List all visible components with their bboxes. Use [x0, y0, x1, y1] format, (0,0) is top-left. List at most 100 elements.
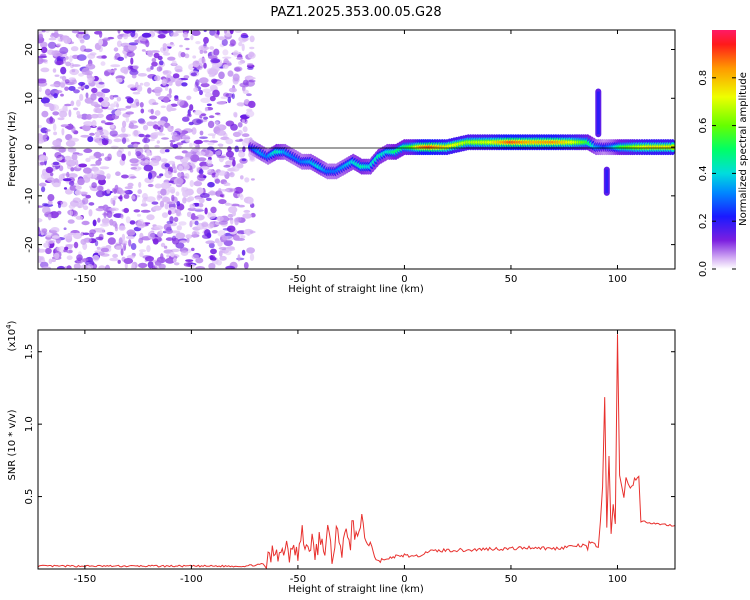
noise-cell	[173, 216, 179, 222]
noise-cell	[158, 263, 166, 269]
noise-cell	[76, 254, 83, 261]
noise-cell	[117, 34, 123, 40]
noise-cell	[87, 77, 93, 84]
noise-cell	[223, 164, 231, 168]
noise-cell	[38, 205, 44, 208]
y-tick-label: 20	[24, 43, 35, 56]
noise-cell	[154, 110, 161, 116]
noise-cell	[193, 180, 203, 187]
noise-cell	[130, 141, 141, 145]
noise-cell	[113, 68, 117, 71]
noise-cell	[71, 30, 80, 34]
noise-cell	[185, 234, 193, 239]
noise-cell	[200, 113, 207, 117]
noise-cell	[154, 30, 158, 33]
noise-cell	[92, 172, 98, 179]
noise-cell	[128, 239, 132, 247]
noise-cell	[159, 60, 164, 66]
noise-cell	[71, 64, 81, 67]
noise-cell	[168, 160, 176, 165]
noise-cell	[246, 230, 251, 236]
noise-cell	[174, 97, 179, 101]
noise-cell	[110, 64, 121, 68]
noise-cell	[151, 155, 161, 163]
noise-cell	[226, 150, 234, 158]
noise-cell	[40, 41, 48, 48]
noise-cell	[103, 211, 107, 219]
noise-cell	[201, 221, 209, 228]
noise-cell	[198, 169, 204, 175]
noise-cell	[84, 84, 90, 90]
noise-cell	[127, 182, 134, 188]
noise-cell	[39, 161, 45, 166]
noise-cell	[132, 65, 139, 70]
y-tick-label: 1.0	[24, 416, 35, 432]
noise-cell	[91, 182, 97, 189]
noise-cell	[81, 220, 90, 226]
x-tick-label: -150	[74, 574, 97, 585]
noise-cell	[113, 47, 119, 52]
noise-cell	[120, 213, 124, 219]
noise-cell	[216, 155, 226, 159]
snr-multiplier-exponent: 4	[5, 324, 13, 329]
noise-cell	[41, 30, 46, 33]
noise-cell	[121, 174, 129, 179]
x-tick-label: 0	[401, 274, 407, 285]
colorbar-gradient	[712, 30, 736, 269]
noise-cell	[158, 124, 164, 133]
noise-cell	[170, 32, 179, 37]
noise-cell	[54, 252, 60, 259]
noise-cell	[119, 187, 124, 194]
noise-cell	[71, 210, 78, 217]
noise-cell	[72, 197, 81, 203]
noise-cell	[188, 121, 194, 126]
noise-cell	[45, 166, 54, 174]
spectrogram-ridge	[248, 88, 675, 196]
noise-cell	[54, 90, 63, 94]
noise-cell	[162, 196, 171, 203]
noise-cell	[168, 180, 174, 184]
noise-cell	[55, 60, 64, 65]
noise-cell	[249, 253, 255, 261]
noise-cell	[152, 238, 159, 245]
noise-cell	[234, 112, 238, 118]
noise-cell	[135, 151, 142, 157]
noise-cell	[52, 139, 61, 147]
noise-cell	[170, 103, 178, 107]
x-tick-label: -100	[180, 274, 203, 285]
noise-cell	[109, 130, 118, 137]
noise-cell	[217, 230, 226, 237]
noise-cell	[45, 247, 52, 255]
noise-cell	[183, 157, 191, 161]
noise-cell	[199, 89, 203, 96]
noise-cell	[167, 210, 172, 216]
noise-cell	[219, 189, 230, 192]
noise-cell	[191, 247, 195, 252]
noise-cell	[191, 127, 197, 135]
noise-cell	[232, 131, 241, 138]
noise-cell	[150, 108, 154, 115]
noise-cell	[40, 67, 50, 73]
noise-cell	[175, 30, 184, 34]
noise-cell	[247, 63, 254, 66]
noise-cell	[113, 188, 117, 194]
noise-cell	[186, 113, 192, 118]
noise-cell	[221, 38, 228, 47]
noise-cell	[117, 30, 121, 34]
noise-cell	[97, 217, 101, 223]
noise-cell	[227, 70, 234, 77]
noise-cell	[152, 205, 162, 211]
noise-cell	[125, 96, 132, 100]
noise-cell	[159, 148, 166, 154]
noise-cell	[175, 191, 180, 196]
noise-cell	[101, 217, 110, 224]
noise-cell	[133, 143, 139, 149]
noise-cell	[222, 228, 232, 231]
noise-cell	[208, 68, 219, 76]
noise-cell	[116, 77, 123, 83]
noise-cell	[228, 87, 237, 93]
noise-cell	[83, 33, 91, 41]
noise-cell	[38, 79, 47, 84]
noise-cell	[40, 259, 46, 263]
noise-cell	[241, 119, 246, 123]
